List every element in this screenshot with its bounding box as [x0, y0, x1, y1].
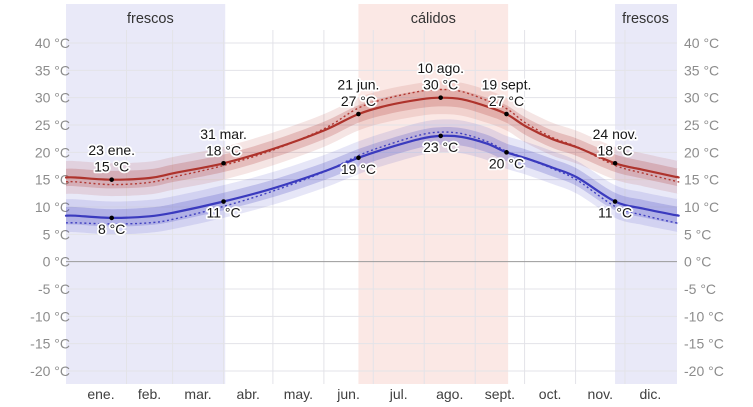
y-tick-label-left: 10 °C	[35, 199, 70, 215]
low-temp-line	[64, 134, 680, 220]
month-label: may.	[284, 386, 313, 402]
y-tick-label-right: -5 °C	[684, 281, 716, 297]
season-band-frescos	[66, 4, 226, 384]
y-tick-label-left: 20 °C	[35, 144, 70, 160]
month-label: mar.	[184, 386, 211, 402]
y-tick-label-left: 40 °C	[35, 35, 70, 51]
y-tick-label-right: -10 °C	[684, 308, 724, 324]
y-tick-label-right: 15 °C	[684, 172, 719, 188]
y-tick-label-right: 30 °C	[684, 90, 719, 106]
y-tick-label-left: -10 °C	[30, 308, 70, 324]
annotation-temp: 20 °C	[489, 155, 524, 171]
y-tick-label-left: -15 °C	[30, 336, 70, 352]
annotation-date: 21 jun.	[337, 77, 379, 93]
annotation-date: 23 ene.	[88, 142, 135, 158]
y-tick-label-left: -20 °C	[30, 363, 70, 379]
month-label: nov.	[588, 386, 613, 402]
high-temp-band-outer	[66, 81, 679, 197]
high-temp-line	[64, 96, 680, 181]
high-data-point-dot	[356, 111, 361, 117]
y-tick-label-right: 0 °C	[684, 254, 711, 270]
season-label: frescos	[622, 11, 669, 27]
month-label: jul.	[389, 386, 408, 402]
season-label: cálidos	[411, 11, 456, 27]
low-temp-band-outer	[66, 119, 679, 235]
annotation-temp: 23 °C	[423, 139, 458, 155]
annotation-date: 19 sept.	[482, 77, 532, 93]
annotation-temp: 11 °C	[598, 205, 632, 221]
high-data-point-dot	[438, 95, 443, 100]
month-label: ago.	[436, 386, 463, 402]
annotation-temp: 11 °C	[206, 205, 240, 221]
annotation-temp: 15 °C	[94, 159, 129, 175]
annotation-temp: 30 °C	[423, 77, 458, 93]
month-label: oct.	[539, 386, 562, 402]
annotation-temp: 18 °C	[597, 142, 632, 158]
annotation-temp: 27 °C	[341, 93, 376, 109]
high-data-point-dot	[612, 160, 618, 166]
y-tick-label-right: 10 °C	[684, 199, 719, 215]
high-data-point-dot	[221, 160, 226, 166]
low-data-point-dot	[438, 133, 443, 139]
month-label: abr.	[237, 386, 260, 402]
low-data-point-dot	[221, 199, 226, 204]
low-data-point-dot	[504, 150, 509, 155]
y-tick-label-left: -5 °C	[38, 281, 70, 297]
y-tick-label-left: 25 °C	[35, 117, 70, 133]
y-tick-label-right: 25 °C	[684, 117, 719, 133]
y-tick-label-left: 15 °C	[35, 172, 70, 188]
y-tick-label-right: 35 °C	[684, 62, 719, 78]
annotation-temp: 19 °C	[341, 161, 376, 177]
high-data-point-dot	[109, 177, 114, 182]
y-tick-label-left: 0 °C	[43, 254, 70, 270]
high-data-point-dot	[504, 111, 509, 117]
low-data-point-dot	[356, 155, 361, 161]
y-tick-label-right: -20 °C	[684, 363, 724, 379]
month-label: sept.	[485, 386, 515, 402]
annotation-temp: 8 °C	[98, 221, 125, 237]
low-data-point-dot	[612, 199, 618, 204]
annotation-temp: 27 °C	[489, 93, 524, 109]
month-label: jun.	[336, 386, 360, 402]
y-tick-label-right: 40 °C	[684, 35, 719, 51]
season-band-clidos	[358, 4, 509, 384]
annotation-date: 10 ago.	[417, 60, 464, 76]
y-tick-label-right: -15 °C	[684, 336, 724, 352]
month-label: feb.	[138, 386, 161, 402]
y-tick-label-left: 35 °C	[35, 62, 70, 78]
low-data-point-dot	[109, 215, 114, 221]
annotation-temp: 18 °C	[206, 142, 241, 158]
y-tick-label-left: 5 °C	[43, 226, 70, 242]
annotation-date: 24 nov.	[593, 126, 638, 142]
y-tick-label-right: 5 °C	[684, 226, 711, 242]
month-label: dic.	[640, 386, 662, 402]
y-tick-label-left: 30 °C	[35, 90, 70, 106]
annotation-date: 31 mar.	[200, 126, 247, 142]
season-label: frescos	[127, 11, 174, 27]
y-tick-label-right: 20 °C	[684, 144, 719, 160]
month-label: ene.	[87, 386, 114, 402]
